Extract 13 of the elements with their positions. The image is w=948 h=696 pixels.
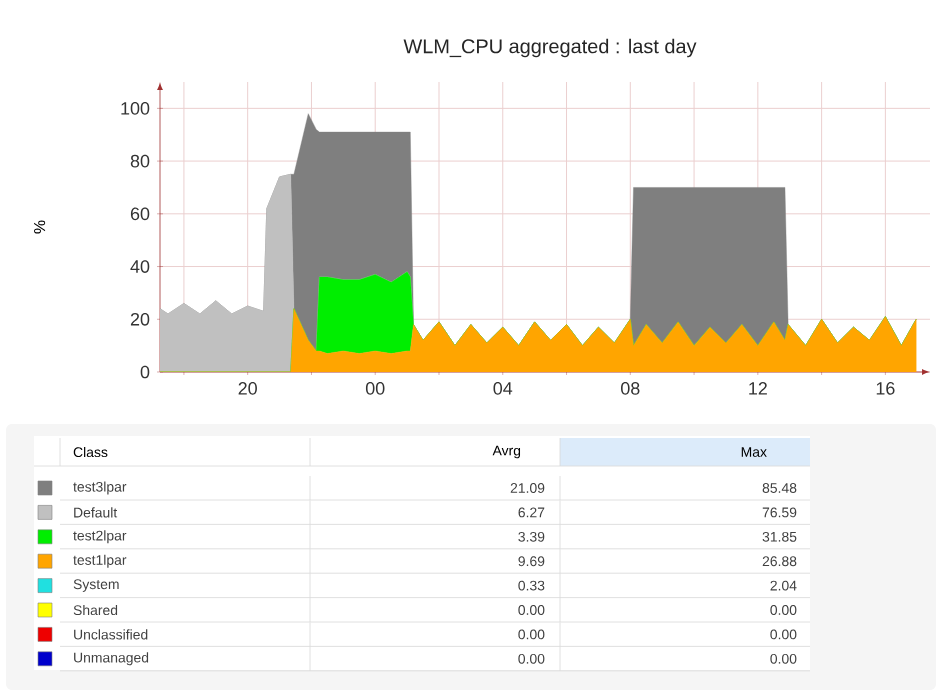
y-tick-label: 80 <box>130 154 150 168</box>
chart-title: WLM_CPU aggregated : last day <box>403 38 697 58</box>
x-tick-label: 08 <box>621 382 640 395</box>
x-tick-label: 12 <box>749 382 767 395</box>
x-tick-label: 20 <box>238 382 257 395</box>
x-tick-label: 04 <box>493 382 513 395</box>
y-tick-label: 40 <box>130 260 150 273</box>
y-tick-label: 0 <box>140 365 150 379</box>
x-tick-label: 16 <box>876 382 895 395</box>
x-tick-label: 00 <box>365 382 385 395</box>
y-tick-label: 100 <box>121 102 150 115</box>
y-tick-label: 20 <box>130 312 150 326</box>
y-tick-label: 60 <box>130 207 150 221</box>
